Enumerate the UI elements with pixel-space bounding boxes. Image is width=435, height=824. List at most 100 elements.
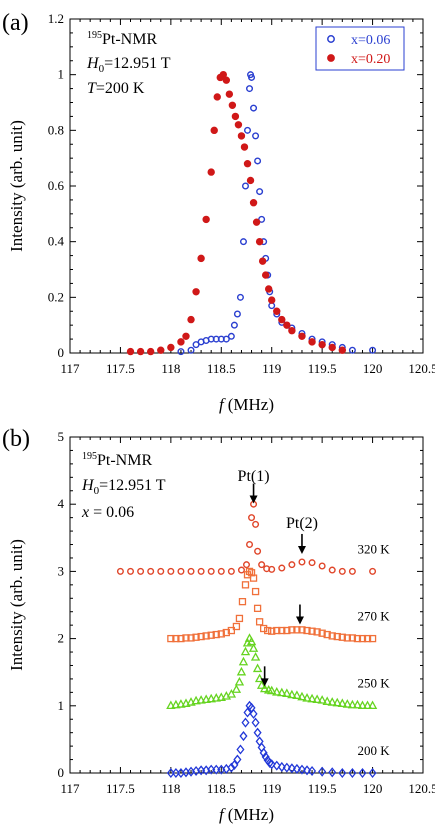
data-point [368, 634, 377, 643]
data-point [197, 632, 205, 641]
data-point [227, 332, 235, 340]
data-point [217, 630, 225, 638]
data-point [338, 767, 347, 779]
panel-a-nucleus-name: Pt-NMR [102, 31, 157, 48]
data-point [192, 341, 200, 349]
y-tick-label: 0.2 [48, 289, 64, 304]
data-point [233, 754, 242, 765]
panel-a-temperature-value: =200 K [96, 80, 145, 97]
data-point [236, 293, 244, 301]
y-tick-label: 0.6 [48, 178, 65, 193]
panel-a-nucleus-superscript: 195 [87, 30, 102, 41]
data-point [254, 157, 262, 165]
x-tick-label: 120 [363, 781, 383, 796]
data-point [227, 762, 236, 773]
data-point [250, 652, 261, 661]
x-tick-label: 118.5 [207, 361, 236, 376]
panel-a-temperature-label: T=200 K [87, 80, 145, 97]
data-point [328, 566, 336, 574]
x-tick-label: 119.5 [308, 361, 337, 376]
panel-b-annotation: 195Pt-NMR H0=12.951 T x = 0.06 [81, 451, 166, 521]
data-point [259, 747, 268, 758]
data-point [240, 143, 249, 151]
data-point [283, 321, 291, 329]
series-label: 250 K [357, 676, 390, 691]
data-point [177, 338, 185, 346]
data-point [308, 627, 316, 635]
data-point [298, 558, 306, 566]
panel-a-field-value: =12.951 T [104, 55, 171, 72]
panel-a-field-label: H0=12.951 T [86, 55, 171, 75]
y-tick-label: 0.8 [48, 122, 64, 137]
data-point [347, 699, 358, 709]
panel-a-x-axis-variable: f [219, 395, 226, 414]
data-point [217, 567, 225, 575]
data-point [318, 562, 326, 570]
x-tick-label: 117 [60, 361, 80, 376]
data-point [167, 343, 175, 352]
data-point [353, 634, 362, 643]
data-point [288, 561, 296, 569]
data-point [202, 632, 210, 640]
data-point [267, 685, 277, 695]
legend-marker-x006 [327, 35, 335, 43]
data-point [227, 626, 236, 635]
data-point [235, 614, 244, 623]
data-point [182, 634, 190, 642]
data-point [222, 335, 230, 343]
data-point [278, 626, 286, 635]
panel-b-field-value: =12.951 T [99, 477, 166, 494]
data-point [268, 627, 276, 635]
data-point [293, 626, 301, 634]
data-point [338, 633, 346, 641]
panel-a: (a) 117 117.5 118 118.5 119 119.5 120 120.5 0 0.2… [2, 10, 435, 414]
panel-b-nucleus-label: 195Pt-NMR [82, 451, 152, 469]
data-point [171, 699, 181, 709]
data-point [298, 626, 306, 634]
data-point [277, 761, 286, 772]
data-point [252, 218, 261, 226]
data-point [252, 132, 260, 140]
panel-a-annotation: 195Pt-NMR H0=12.951 T T=200 K [86, 30, 171, 97]
data-point [233, 310, 241, 318]
y-tick-label: 4 [58, 496, 65, 511]
panel-a-temperature-variable: T [87, 80, 97, 97]
data-point [245, 567, 254, 576]
data-point [191, 695, 201, 705]
data-point [253, 604, 262, 613]
data-point [323, 630, 331, 639]
data-point [177, 634, 185, 643]
panel-b-field-label: H0=12.951 T [81, 477, 166, 497]
panel-b-composition-label: x = 0.06 [81, 504, 134, 521]
data-point [267, 759, 276, 770]
data-point [187, 567, 195, 575]
y-tick-label: 0.4 [48, 234, 65, 249]
x-tick-label: 117.5 [106, 361, 135, 376]
data-point [244, 126, 252, 134]
data-point [207, 631, 215, 639]
data-point [201, 694, 211, 704]
data-point [292, 763, 301, 775]
data-point [241, 581, 250, 589]
data-point [327, 697, 337, 706]
data-point [226, 689, 237, 698]
panel-a-legend: x=0.06 x=0.20 [315, 26, 405, 71]
data-point [207, 168, 215, 176]
data-point [362, 700, 373, 710]
y-tick-label: 3 [58, 563, 65, 578]
panel-b-series-labels: 320 K 270 K 250 K 200 K [357, 541, 390, 758]
panel-b-data-points [116, 500, 378, 779]
data-point [202, 215, 210, 224]
data-point [318, 766, 327, 777]
data-point [172, 634, 180, 643]
data-point [232, 622, 241, 631]
data-point [249, 199, 258, 207]
data-point [252, 663, 263, 673]
peak-arrow-head [295, 616, 304, 625]
data-point [248, 643, 259, 652]
legend-marker-x020 [327, 54, 335, 62]
panel-b-nucleus-name: Pt-NMR [97, 452, 152, 469]
data-point [147, 567, 155, 575]
legend-box [315, 26, 405, 71]
